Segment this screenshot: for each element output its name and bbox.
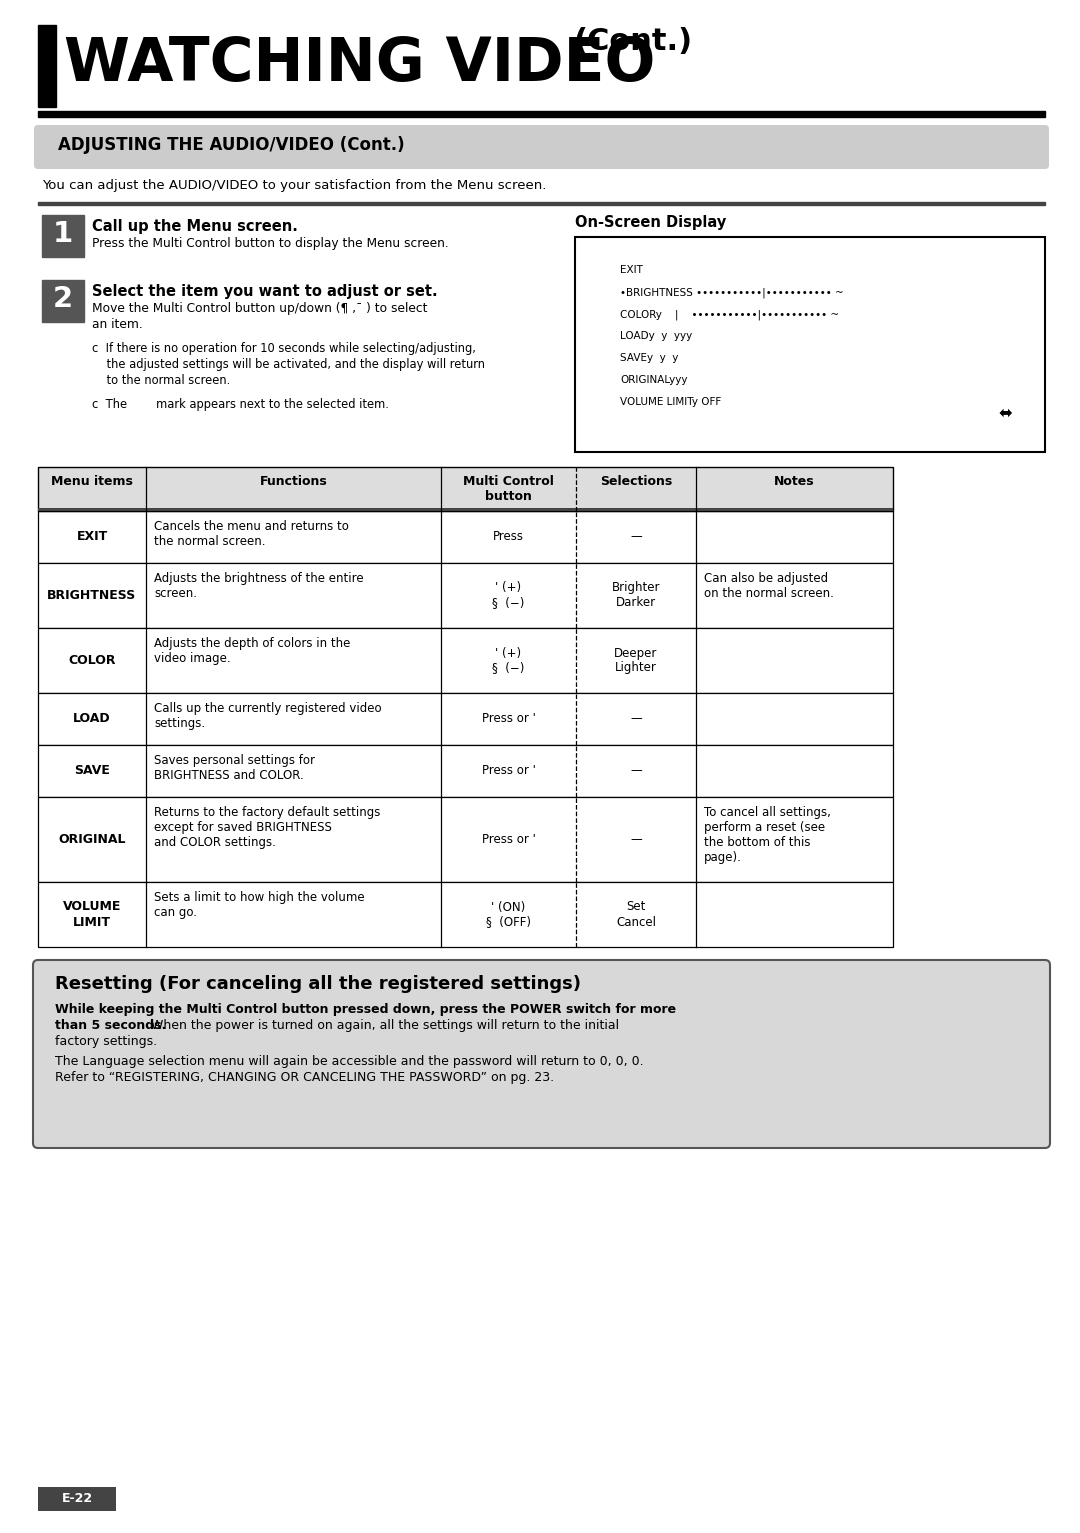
- Text: Set
Cancel: Set Cancel: [616, 900, 656, 929]
- Text: LOAD: LOAD: [73, 713, 111, 725]
- Text: Sets a limit to how high the volume
can go.: Sets a limit to how high the volume can …: [154, 891, 365, 918]
- Text: Adjusts the depth of colors in the
video image.: Adjusts the depth of colors in the video…: [154, 638, 350, 665]
- Text: Deeper
Lighter: Deeper Lighter: [615, 647, 658, 675]
- Bar: [38, 468, 893, 510]
- Bar: [38, 202, 1045, 205]
- Bar: [38, 797, 893, 881]
- Text: Multi Control
button: Multi Control button: [463, 475, 554, 503]
- Text: the adjusted settings will be activated, and the display will return: the adjusted settings will be activated,…: [92, 359, 485, 371]
- Text: Adjusts the brightness of the entire
screen.: Adjusts the brightness of the entire scr…: [154, 572, 364, 599]
- Text: —: —: [630, 765, 642, 777]
- Text: Move the Multi Control button up/down (¶ ,¯ ) to select: Move the Multi Control button up/down (¶…: [92, 302, 428, 314]
- Bar: [38, 693, 893, 745]
- Text: Cancels the menu and returns to
the normal screen.: Cancels the menu and returns to the norm…: [154, 520, 349, 547]
- FancyBboxPatch shape: [33, 960, 1050, 1148]
- Text: ORIGINALyyy: ORIGINALyyy: [620, 376, 688, 385]
- Text: ' (+)
§  (−): ' (+) § (−): [492, 647, 525, 675]
- Bar: [42, 215, 84, 258]
- Text: On-Screen Display: On-Screen Display: [575, 215, 726, 230]
- Text: —: —: [630, 530, 642, 544]
- Text: ' (ON)
§  (OFF): ' (ON) § (OFF): [486, 900, 531, 929]
- Text: ORIGINAL: ORIGINAL: [58, 832, 125, 846]
- Text: ADJUSTING THE AUDIO/VIDEO (Cont.): ADJUSTING THE AUDIO/VIDEO (Cont.): [58, 136, 405, 153]
- Text: Selections: Selections: [599, 475, 672, 487]
- Text: EXIT: EXIT: [620, 265, 643, 274]
- Text: to the normal screen.: to the normal screen.: [92, 374, 230, 386]
- Text: Notes: Notes: [774, 475, 814, 487]
- Bar: [38, 745, 893, 797]
- Text: —: —: [630, 832, 642, 846]
- Text: Select the item you want to adjust or set.: Select the item you want to adjust or se…: [92, 284, 437, 299]
- Text: Press: Press: [492, 530, 524, 544]
- Bar: [38, 563, 893, 629]
- Text: When the power is turned on again, all the settings will return to the initial: When the power is turned on again, all t…: [147, 1019, 619, 1032]
- Text: Functions: Functions: [259, 475, 327, 487]
- Text: Brighter
Darker: Brighter Darker: [611, 581, 660, 610]
- Text: Menu items: Menu items: [51, 475, 133, 487]
- Text: E-22: E-22: [62, 1493, 93, 1505]
- Text: To cancel all settings,
perform a reset (see
the bottom of this
page).: To cancel all settings, perform a reset …: [704, 806, 831, 865]
- Text: Saves personal settings for
BRIGHTNESS and COLOR.: Saves personal settings for BRIGHTNESS a…: [154, 754, 315, 782]
- Text: You can adjust the AUDIO/VIDEO to your satisfaction from the Menu screen.: You can adjust the AUDIO/VIDEO to your s…: [42, 179, 546, 192]
- Bar: [38, 507, 893, 510]
- Text: Calls up the currently registered video
settings.: Calls up the currently registered video …: [154, 702, 381, 730]
- Text: Returns to the factory default settings
except for saved BRIGHTNESS
and COLOR se: Returns to the factory default settings …: [154, 806, 380, 849]
- Text: Press the Multi Control button to display the Menu screen.: Press the Multi Control button to displa…: [92, 238, 449, 250]
- Text: VOLUME LIMITy OFF: VOLUME LIMITy OFF: [620, 397, 721, 406]
- Text: LOADy  y  yyy: LOADy y yyy: [620, 331, 692, 340]
- Bar: [38, 510, 893, 563]
- Text: 2: 2: [53, 285, 73, 313]
- Text: SAVE: SAVE: [75, 765, 110, 777]
- Bar: [42, 281, 84, 322]
- Text: Press or ': Press or ': [482, 765, 536, 777]
- Text: 1: 1: [53, 221, 73, 248]
- Bar: [38, 25, 56, 107]
- Text: COLOR: COLOR: [68, 655, 116, 667]
- FancyBboxPatch shape: [33, 126, 1049, 169]
- Text: WATCHING VIDEO: WATCHING VIDEO: [64, 35, 656, 94]
- Text: COLORy    |    •••••••••••|••••••••••• ~: COLORy | •••••••••••|••••••••••• ~: [620, 310, 839, 319]
- Text: an item.: an item.: [92, 317, 143, 331]
- Text: factory settings.: factory settings.: [55, 1035, 157, 1049]
- Bar: [38, 629, 893, 693]
- Bar: [38, 881, 893, 947]
- Text: The Language selection menu will again be accessible and the password will retur: The Language selection menu will again b…: [55, 1055, 644, 1069]
- Text: c  If there is no operation for 10 seconds while selecting/adjusting,: c If there is no operation for 10 second…: [92, 342, 476, 356]
- Text: While keeping the Multi Control button pressed down, press the POWER switch for : While keeping the Multi Control button p…: [55, 1003, 676, 1016]
- Text: Refer to “REGISTERING, CHANGING OR CANCELING THE PASSWORD” on pg. 23.: Refer to “REGISTERING, CHANGING OR CANCE…: [55, 1072, 554, 1084]
- Text: ' (+)
§  (−): ' (+) § (−): [492, 581, 525, 610]
- Text: c  The        mark appears next to the selected item.: c The mark appears next to the selected …: [92, 399, 389, 411]
- Bar: [38, 1487, 116, 1512]
- Bar: [38, 110, 1045, 117]
- Text: BRIGHTNESS: BRIGHTNESS: [48, 589, 137, 602]
- Text: ⬌: ⬌: [998, 405, 1012, 422]
- Text: Call up the Menu screen.: Call up the Menu screen.: [92, 219, 298, 235]
- Text: VOLUME
LIMIT: VOLUME LIMIT: [63, 900, 121, 929]
- Text: Press or ': Press or ': [482, 832, 536, 846]
- Text: than 5 seconds.: than 5 seconds.: [55, 1019, 166, 1032]
- Text: Resetting (For canceling all the registered settings): Resetting (For canceling all the registe…: [55, 975, 581, 993]
- Text: (Cont.): (Cont.): [573, 28, 692, 57]
- Text: SAVEy  y  y: SAVEy y y: [620, 353, 678, 363]
- Bar: [575, 238, 1045, 452]
- Text: EXIT: EXIT: [77, 530, 108, 544]
- Text: •BRIGHTNESS •••••••••••|••••••••••• ~: •BRIGHTNESS •••••••••••|••••••••••• ~: [620, 287, 843, 297]
- Text: Can also be adjusted
on the normal screen.: Can also be adjusted on the normal scree…: [704, 572, 834, 599]
- Text: Press or ': Press or ': [482, 713, 536, 725]
- Text: —: —: [630, 713, 642, 725]
